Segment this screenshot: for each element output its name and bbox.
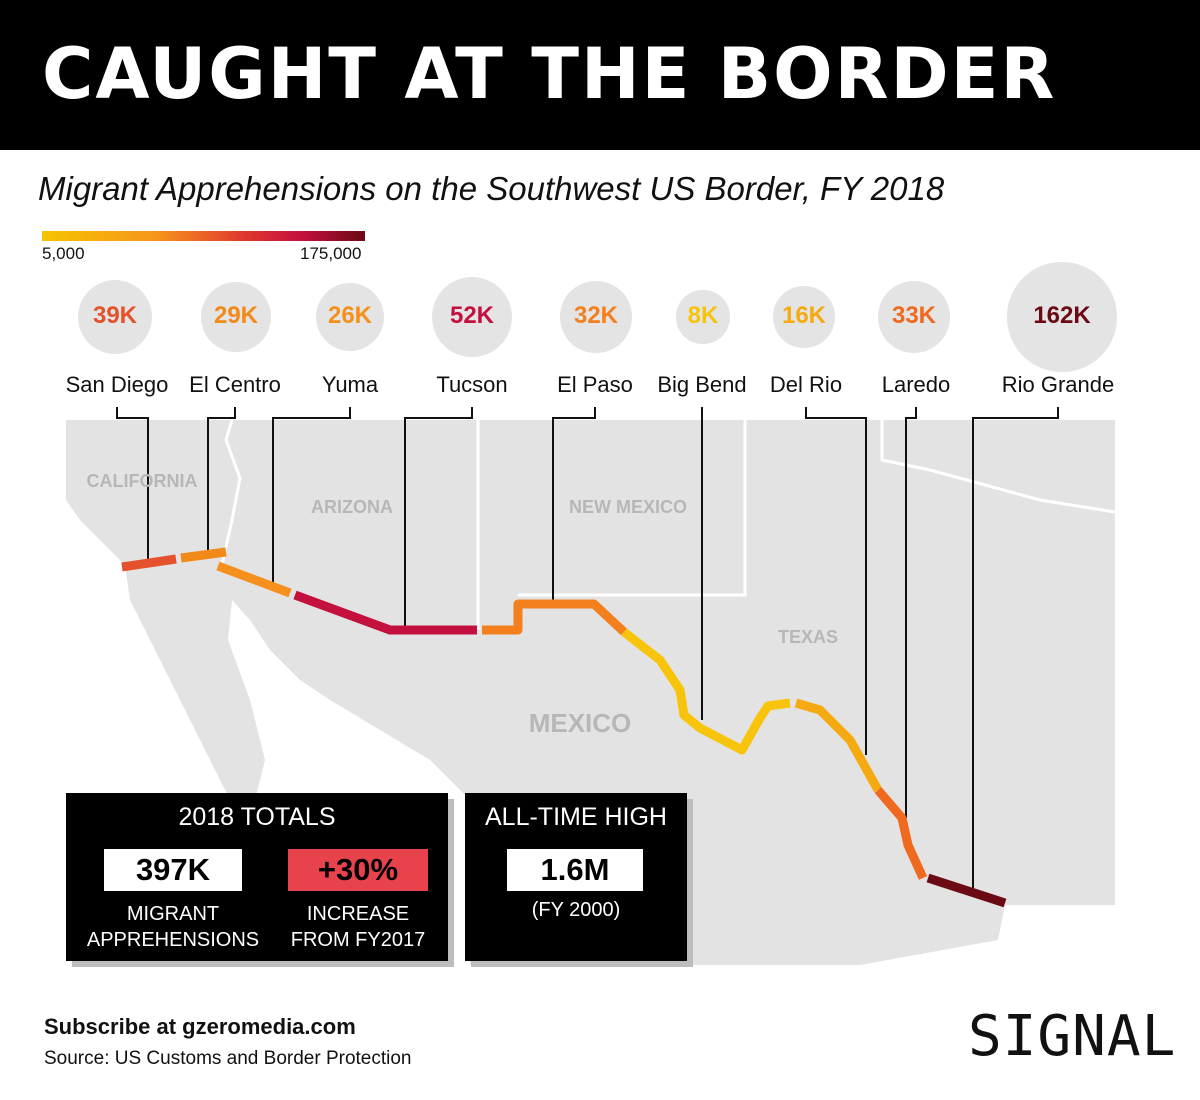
california-arizona-border (220, 419, 242, 566)
mexico-landmass (125, 555, 1005, 965)
border-segment-yuma (216, 561, 292, 598)
border-segment-san-diego (121, 554, 177, 572)
sector-value: 29K (213, 302, 259, 329)
sector-circle (201, 282, 271, 352)
page-title: CAUGHT AT THE BORDER (42, 33, 1057, 115)
sector-circle (773, 286, 835, 348)
label-mexico: MEXICO (529, 708, 632, 738)
signal-logo: SIGNAL (968, 1004, 1177, 1069)
sector-value: 162K (1033, 302, 1091, 329)
sector-name: Laredo (881, 372, 951, 397)
leader-rio-grande (972, 407, 1059, 892)
sector-value: 33K (891, 302, 937, 329)
border-segment-tucson (293, 590, 477, 635)
leader-del-rio (805, 407, 867, 755)
border-segment-laredo (874, 787, 928, 880)
label-arizona: ARIZONA (311, 497, 393, 517)
border-segment-big-bend (621, 628, 791, 755)
sector-circle (77, 279, 153, 355)
sector-circle (878, 281, 950, 353)
us-landmass (66, 420, 1115, 905)
sector-name: El Centro (189, 372, 281, 397)
totals-panel: 2018 TOTALS 397K MIGRANT APPREHENSIONS +… (66, 793, 448, 961)
state-borders (220, 419, 1116, 630)
increase-caption-line-2: FROM FY2017 (290, 929, 426, 951)
label-california: CALIFORNIA (87, 471, 198, 491)
leader-yuma (272, 407, 351, 584)
border-segment-el-paso (482, 599, 628, 636)
subtitle: Migrant Apprehensions on the Southwest U… (38, 170, 945, 207)
color-scale-bar (42, 231, 365, 241)
border-segment-el-centro (180, 547, 227, 563)
leader-tucson (404, 407, 473, 626)
border-segments (121, 547, 1007, 908)
texas-north-border (880, 420, 1116, 514)
leader-el-paso (552, 407, 596, 604)
border-segment-del-rio (794, 698, 882, 793)
color-scale-min-label: 5,000 (42, 244, 85, 263)
apprehensions-caption-line-1: MIGRANT (126, 903, 220, 925)
sector-name: Yuma (321, 372, 379, 397)
all-time-high-heading: ALL-TIME HIGH (485, 803, 667, 831)
sector-value: 32K (573, 302, 619, 329)
sector-circle (676, 290, 730, 344)
sector-name: Del Rio (769, 372, 843, 397)
label-new-mexico: NEW MEXICO (569, 497, 687, 517)
border-segment-rio-grande (926, 873, 1007, 908)
apprehensions-caption: MIGRANT APPREHENSIONS (66, 901, 280, 953)
sector-circle (1007, 262, 1117, 372)
leader-lines (116, 407, 1059, 892)
header-bar: CAUGHT AT THE BORDER (0, 0, 1200, 150)
all-time-high-panel: ALL-TIME HIGH 1.6M (FY 2000) (465, 793, 687, 961)
sector-name: Tucson (436, 372, 508, 397)
sector-value: 26K (327, 302, 373, 329)
apprehensions-value: 397K (104, 849, 242, 891)
color-scale-max-label: 175,000 (300, 244, 362, 263)
all-time-high-caption: (FY 2000) (531, 899, 621, 921)
sector-name: Rio Grande (1001, 372, 1115, 397)
all-time-high-value: 1.6M (507, 849, 643, 891)
leader-laredo (905, 407, 917, 818)
sector-value: 52K (449, 302, 495, 329)
increase-caption: INCREASE FROM FY2017 (270, 901, 446, 953)
newmexico-texas-border (518, 420, 747, 597)
totals-heading: 2018 TOTALS (178, 803, 336, 831)
source-text: Source: US Customs and Border Protection (44, 1048, 412, 1069)
sector-name: El Paso (557, 372, 633, 397)
subscribe-text: Subscribe at gzeromedia.com (44, 1014, 356, 1039)
leader-san-diego (116, 407, 149, 562)
sector-circle (316, 283, 384, 351)
sector-name: Big Bend (657, 372, 747, 397)
sector-circle (560, 281, 632, 353)
label-texas: TEXAS (778, 627, 838, 647)
sector-stations: 39K San Diego 29K El Centro 26K Yuma 52K Tucson… (0, 0, 1200, 420)
sector-value: 16K (781, 302, 827, 329)
increase-value: +30% (288, 849, 428, 891)
increase-caption-line-1: INCREASE (306, 903, 410, 925)
sector-circle (432, 277, 512, 357)
sector-name: San Diego (65, 372, 169, 397)
leader-el-centro (207, 407, 236, 557)
apprehensions-caption-line-2: APPREHENSIONS (86, 929, 260, 951)
sector-value: 8K (687, 302, 719, 329)
sector-value: 39K (92, 302, 138, 329)
